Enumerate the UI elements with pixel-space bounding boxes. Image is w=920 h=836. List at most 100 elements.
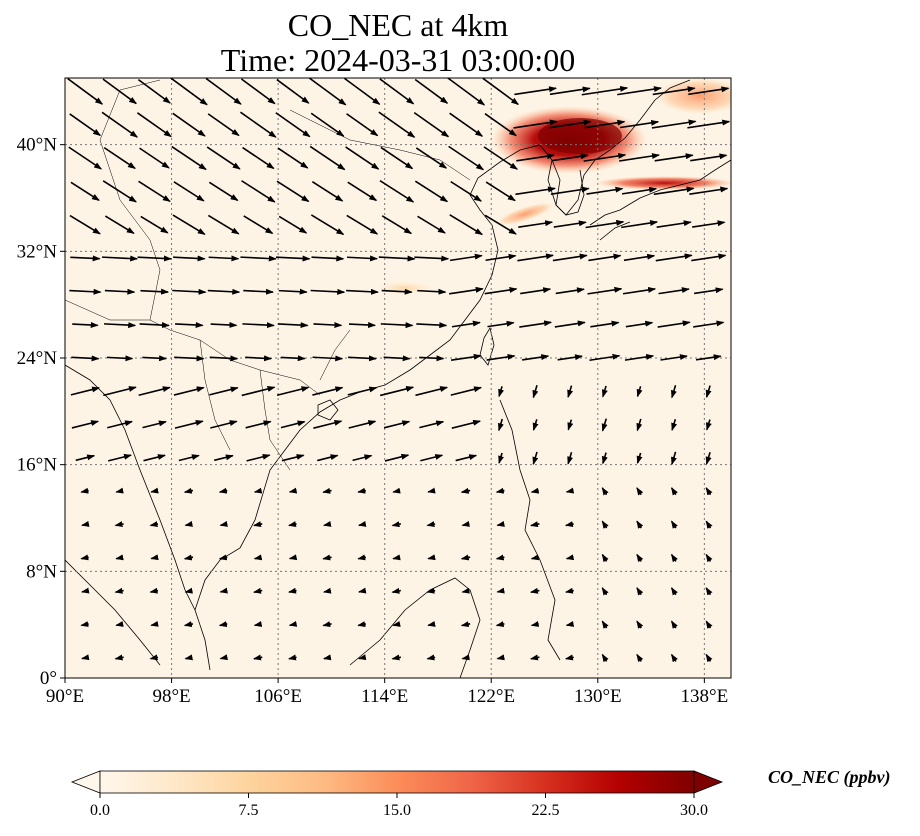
wind-arrow [621, 186, 658, 195]
wind-arrow [115, 554, 124, 561]
wind-arrow [514, 86, 557, 96]
wind-arrow [601, 452, 608, 465]
colorbar-ticks: 0.0 7.5 15.0 22.5 30.0 [90, 793, 708, 819]
wind-arrow [357, 520, 367, 527]
y-tick-label: 24°N [17, 348, 58, 369]
wind-arrow [347, 386, 378, 396]
wind-arrow [243, 288, 274, 295]
wind-arrow [103, 386, 137, 397]
wind-arrow [484, 287, 518, 295]
wind-arrow [391, 654, 402, 661]
wind-arrow [71, 355, 100, 362]
wind-arrow [207, 113, 240, 137]
wind-vectors [67, 78, 731, 663]
wind-arrow [115, 487, 124, 494]
wind-arrow [485, 253, 517, 262]
coastline-asia-mainland [65, 79, 691, 671]
wind-arrow [70, 386, 101, 396]
wind-arrow [601, 385, 608, 398]
wind-arrow [378, 255, 416, 262]
wind-arrow [636, 386, 643, 398]
wind-arrow [498, 386, 504, 398]
wind-arrow [636, 553, 644, 563]
wind-arrow [241, 386, 276, 397]
wind-arrow [323, 521, 332, 527]
x-tick-label: 98°E [152, 686, 190, 707]
wind-arrow [310, 214, 345, 236]
wind-arrow [414, 255, 450, 262]
wind-arrow [357, 654, 367, 661]
wind-arrow [253, 521, 263, 528]
wind-arrow [660, 354, 688, 361]
x-tick-label: 90°E [46, 686, 84, 707]
wind-arrow [688, 86, 730, 96]
wind-arrow [102, 78, 137, 105]
wind-arrow [288, 620, 298, 627]
wind-arrow [426, 587, 436, 594]
wind-arrow [242, 146, 275, 170]
wind-arrow [557, 354, 583, 361]
wind-arrow [142, 355, 168, 362]
wind-arrow [691, 253, 727, 262]
wind-arrow [689, 186, 729, 195]
wind-arrow [276, 78, 310, 104]
wind-arrow [419, 420, 445, 429]
y-axis-ticks: 0° 8°N 16°N 24°N 32°N 40°N [17, 135, 65, 689]
wind-arrow [67, 78, 104, 105]
wind-arrow [288, 654, 297, 661]
wind-arrow [178, 454, 200, 462]
wind-arrow [623, 253, 656, 262]
wind-arrow [417, 215, 446, 234]
wind-arrow [210, 420, 238, 429]
wind-arrow [621, 220, 659, 229]
wind-arrow [205, 78, 242, 105]
colorbar-tick-label: 15.0 [383, 802, 411, 819]
wind-arrow [80, 487, 89, 494]
wind-arrow [346, 255, 379, 262]
wind-arrow [636, 620, 644, 629]
wind-arrow [565, 554, 575, 561]
wind-arrow [311, 255, 345, 262]
wind-arrow [391, 587, 402, 594]
wind-arrow [496, 520, 505, 527]
wind-arrow [357, 587, 367, 594]
wind-arrow [175, 322, 204, 329]
x-tick-label: 138°E [681, 686, 729, 707]
wind-arrow [80, 554, 89, 561]
wind-arrow [174, 419, 204, 429]
wind-arrow [139, 322, 170, 329]
colorbar-tick-label: 30.0 [680, 802, 708, 819]
wind-arrow [170, 78, 208, 106]
wind-arrow [636, 452, 643, 464]
wind-arrow [657, 320, 691, 328]
wind-arrow [104, 288, 136, 295]
wind-arrow [81, 654, 90, 661]
wind-arrow [495, 487, 505, 494]
wind-arrow [346, 113, 379, 137]
wind-arrow [705, 587, 713, 596]
wind-arrow [583, 152, 627, 162]
wind-arrow [519, 320, 553, 328]
wind-arrow [172, 214, 206, 236]
wind-arrow [357, 487, 366, 494]
coastline-korea [551, 159, 585, 216]
wind-arrow [68, 146, 103, 170]
wind-arrow [379, 179, 415, 203]
wind-arrow [652, 86, 696, 96]
wind-arrow [671, 384, 677, 399]
wind-arrow [530, 554, 540, 561]
wind-arrow [323, 587, 332, 594]
wind-arrow [460, 487, 471, 494]
wind-arrow [693, 287, 724, 295]
wind-arrow [69, 214, 101, 235]
wind-arrow [636, 520, 644, 529]
wind-arrow [381, 288, 413, 295]
wind-arrow [312, 386, 344, 396]
wind-arrow [415, 386, 449, 397]
concentration-field [65, 78, 731, 678]
wind-arrow [565, 487, 575, 494]
wind-arrow [80, 621, 89, 627]
wind-arrow [448, 145, 485, 171]
wind-arrow [693, 320, 725, 328]
wind-arrow [278, 288, 308, 295]
